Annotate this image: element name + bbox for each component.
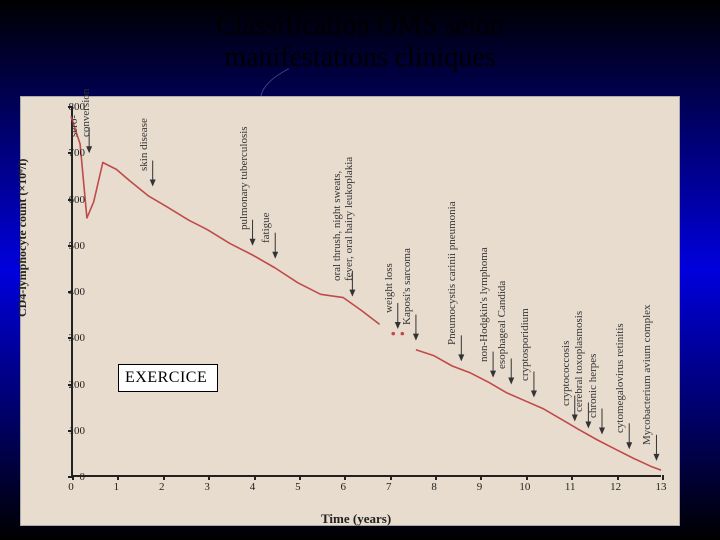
y-tick: 0 [80, 471, 86, 483]
y-tick: 600 [69, 194, 86, 206]
x-tick: 13 [656, 481, 667, 493]
chart-annotation: cytomegalovirus retinitis [614, 324, 626, 434]
chart-annotation: esophageal Candida [496, 280, 508, 368]
chart-annotation: skin disease [138, 118, 150, 171]
y-tick: 300 [69, 332, 86, 344]
x-tick: 11 [565, 481, 576, 493]
x-axis-label: Time (years) [321, 511, 391, 527]
chart-annotation: oral thrush, night sweats, [331, 170, 343, 280]
x-tick: 9 [477, 481, 483, 493]
title-line-1: Classification OMS selon [0, 10, 720, 42]
x-tick: 10 [519, 481, 530, 493]
x-tick: 8 [431, 481, 437, 493]
chart-annotation: chronic herpes [587, 354, 599, 418]
chart-annotation: Mycobacterium avium complex [641, 304, 653, 445]
y-tick: 400 [69, 286, 86, 298]
x-tick: 1 [114, 481, 120, 493]
x-tick: 6 [341, 481, 347, 493]
y-tick: 500 [69, 240, 86, 252]
chart-annotation: cerebral toxoplasmosis [573, 311, 585, 412]
chart-annotation: pulmonary tuberculosis [238, 126, 250, 230]
y-tick: 100 [69, 425, 86, 437]
chart-annotation: cryptosporidium [519, 309, 531, 382]
x-tick: 0 [68, 481, 74, 493]
exercise-box: EXERCICE [118, 364, 218, 392]
y-tick: 200 [69, 379, 86, 391]
y-tick: 700 [69, 147, 86, 159]
x-tick: 3 [204, 481, 210, 493]
x-tick: 12 [610, 481, 621, 493]
chart-annotation: conversion [80, 89, 92, 137]
exercise-label: EXERCICE [125, 369, 207, 386]
chart-annotation: fatigue [260, 212, 272, 243]
chart-annotation: Kaposi's sarcoma [401, 248, 413, 325]
annotation-arrows [71, 107, 661, 477]
chart-annotation: weight loss [383, 263, 395, 313]
x-tick: 7 [386, 481, 392, 493]
chart-annotation: Pneumocystis carinii pneumonia [446, 202, 458, 346]
y-axis-label: CD4-lymphocyte count (×10⁶/l) [15, 159, 30, 317]
x-tick: 2 [159, 481, 165, 493]
chart-annotation: non-Hodgkin's lymphoma [478, 247, 490, 362]
chart-annotation: fever, oral hairy leukoplakia [343, 156, 355, 280]
cd4-chart-panel: CD4-lymphocyte count (×10⁶/l) Time (year… [20, 96, 680, 526]
x-tick: 5 [295, 481, 301, 493]
x-tick: 4 [250, 481, 256, 493]
chart-annotation: sero- [68, 115, 80, 137]
chart-annotation: cryptococcosis [560, 340, 572, 405]
